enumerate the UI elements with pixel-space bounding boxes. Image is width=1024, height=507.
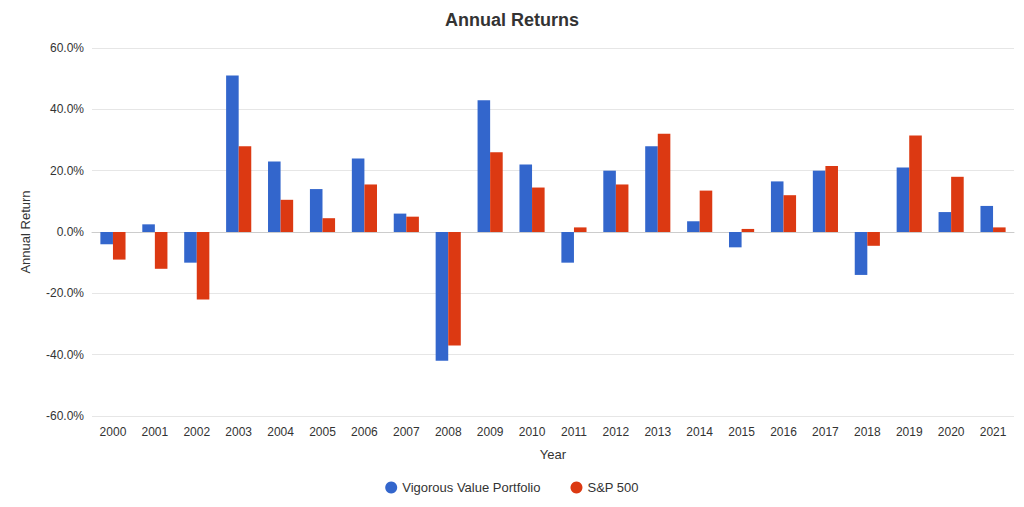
svg-text:2005: 2005 — [309, 425, 336, 439]
svg-text:40.0%: 40.0% — [50, 102, 84, 116]
svg-text:2019: 2019 — [896, 425, 923, 439]
svg-text:2020: 2020 — [938, 425, 965, 439]
svg-text:Vigorous Value Portfolio: Vigorous Value Portfolio — [402, 480, 540, 495]
svg-text:2009: 2009 — [477, 425, 504, 439]
svg-text:2021: 2021 — [980, 425, 1007, 439]
svg-text:2018: 2018 — [854, 425, 881, 439]
svg-text:-20.0%: -20.0% — [46, 286, 84, 300]
svg-text:60.0%: 60.0% — [50, 41, 84, 55]
svg-text:2014: 2014 — [686, 425, 713, 439]
svg-text:S&P 500: S&P 500 — [587, 480, 638, 495]
svg-text:Year: Year — [540, 447, 567, 462]
svg-text:-60.0%: -60.0% — [46, 409, 84, 423]
svg-text:2001: 2001 — [142, 425, 169, 439]
svg-text:2012: 2012 — [603, 425, 630, 439]
svg-text:2002: 2002 — [183, 425, 210, 439]
svg-text:Annual Return: Annual Return — [18, 190, 33, 273]
svg-text:2006: 2006 — [351, 425, 378, 439]
svg-text:2003: 2003 — [225, 425, 252, 439]
svg-text:2017: 2017 — [812, 425, 839, 439]
svg-text:2015: 2015 — [728, 425, 755, 439]
svg-text:2010: 2010 — [519, 425, 546, 439]
svg-text:20.0%: 20.0% — [50, 164, 84, 178]
svg-text:2004: 2004 — [267, 425, 294, 439]
svg-text:Annual Returns: Annual Returns — [445, 10, 579, 30]
svg-text:2007: 2007 — [393, 425, 420, 439]
svg-text:2008: 2008 — [435, 425, 462, 439]
svg-text:2016: 2016 — [770, 425, 797, 439]
svg-text:2000: 2000 — [100, 425, 127, 439]
svg-text:0.0%: 0.0% — [57, 225, 85, 239]
svg-text:-40.0%: -40.0% — [46, 348, 84, 362]
svg-text:2013: 2013 — [644, 425, 671, 439]
svg-text:2011: 2011 — [561, 425, 587, 439]
